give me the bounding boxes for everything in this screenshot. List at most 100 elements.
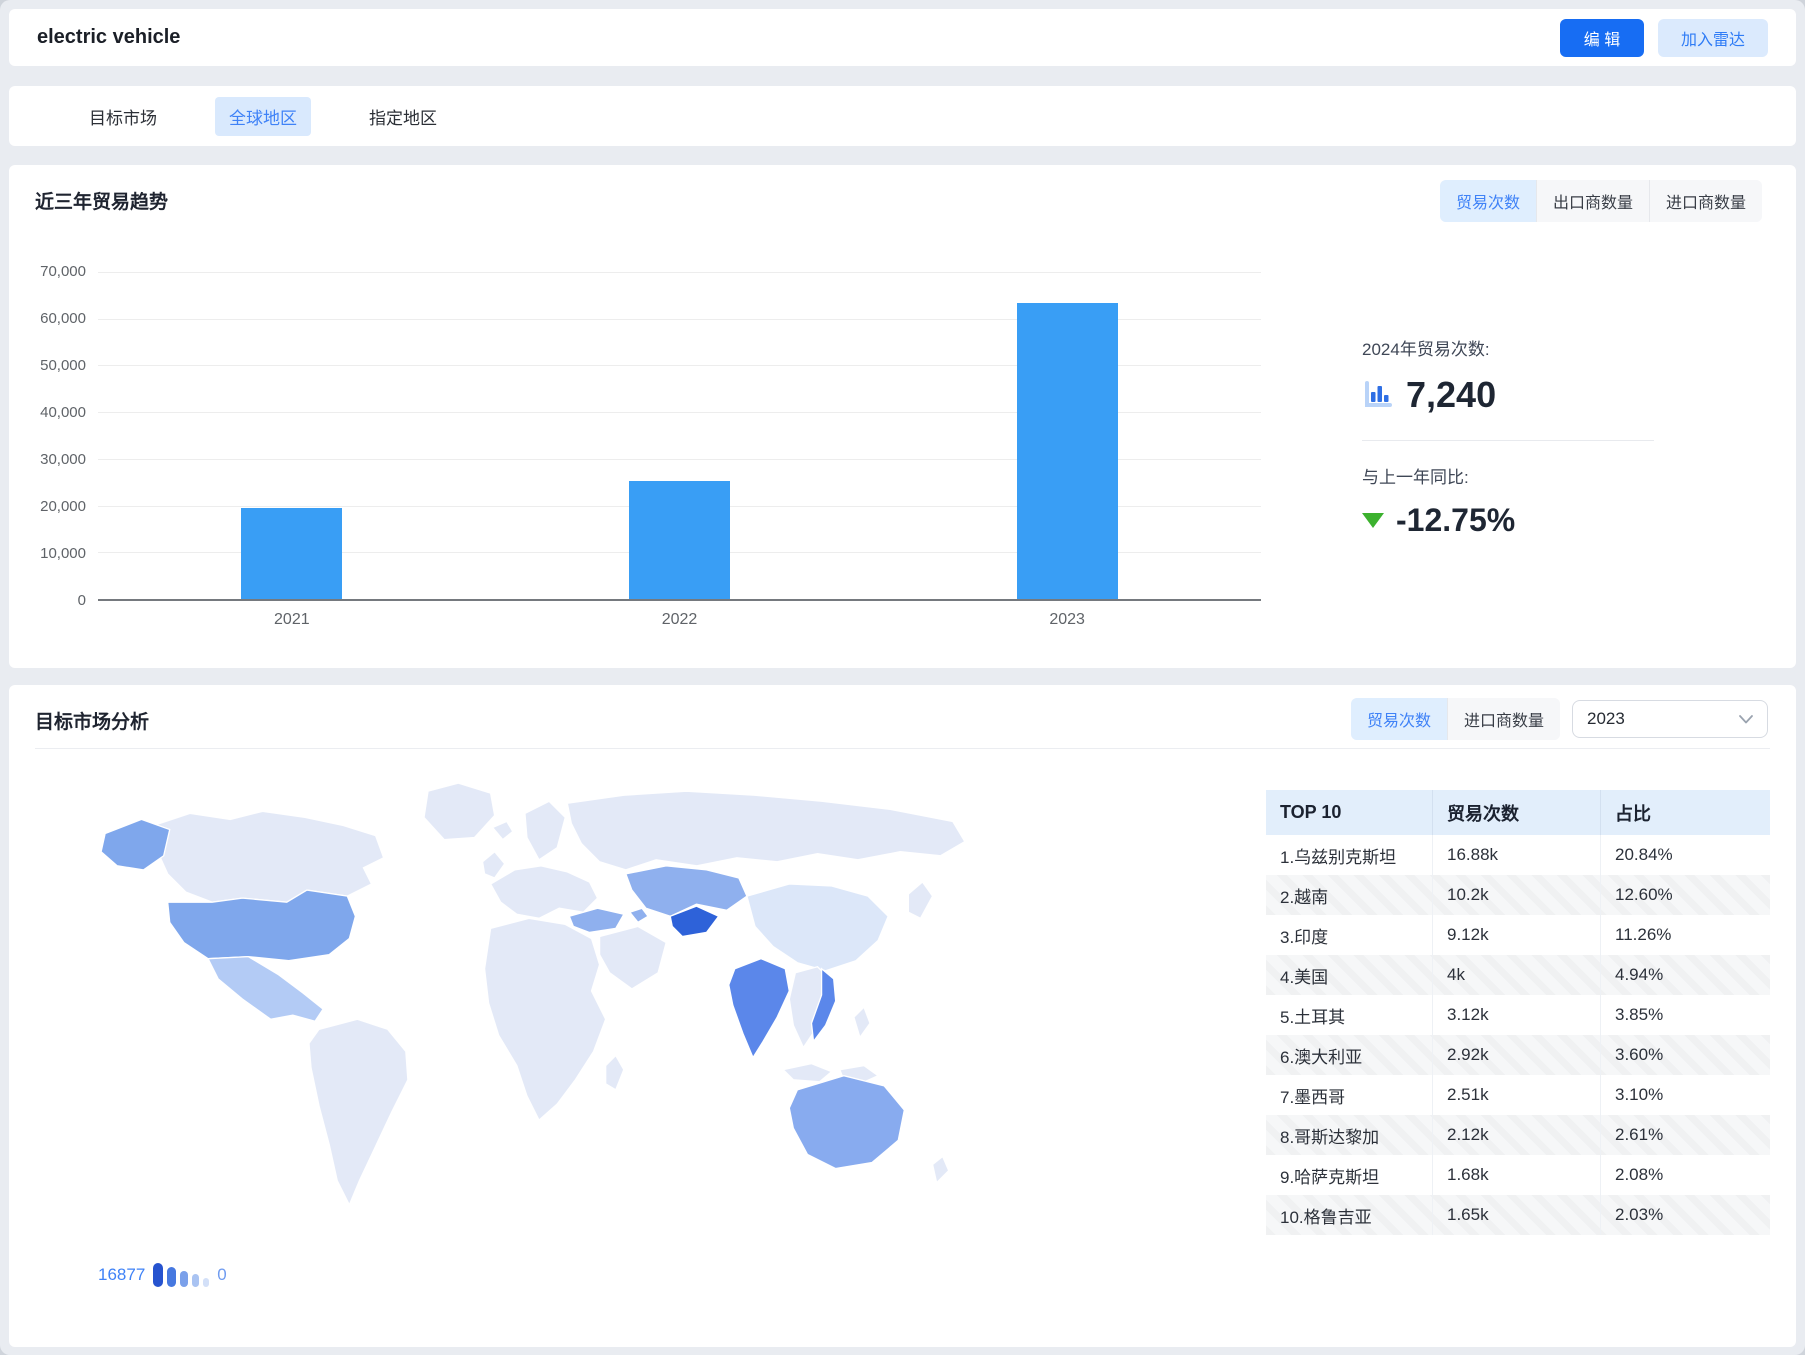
table-cell: 2.61% <box>1600 1115 1770 1155</box>
map-region-iceland[interactable] <box>491 820 514 841</box>
map-region-russia[interactable] <box>566 790 966 871</box>
yoy-label: 与上一年同比: <box>1362 468 1469 487</box>
header-bar: electric vehicle 编 辑 加入雷达 <box>9 9 1796 66</box>
market-metric-toggle: 贸易次数 进口商数量 <box>1350 698 1560 740</box>
map-region-australia[interactable] <box>788 1075 906 1170</box>
map-region-scandinavia[interactable] <box>524 800 567 861</box>
map-region-vietnam[interactable] <box>810 967 837 1044</box>
legend-min-value: 0 <box>217 1265 227 1284</box>
down-triangle-icon <box>1362 513 1384 528</box>
map-region-africa[interactable] <box>483 917 607 1122</box>
map-region-uzbekistan[interactable] <box>669 905 720 938</box>
table-row[interactable]: 3.印度 9.12k 11.26% <box>1266 915 1770 955</box>
table-cell: 4k <box>1432 955 1600 995</box>
top10-table: TOP 10 贸易次数 占比 1.乌兹别克斯坦 16.88k 20.84% 2.越南 10.2… <box>1266 790 1770 1235</box>
add-to-radar-button[interactable]: 加入雷达 <box>1658 18 1768 57</box>
map-region-madagascar[interactable] <box>604 1054 625 1091</box>
legend-bar <box>192 1274 200 1287</box>
bar-chart-plot[interactable] <box>98 272 1261 601</box>
tab-2[interactable]: 指定地区 <box>369 108 437 128</box>
map-region-canada[interactable] <box>152 810 385 903</box>
legend-bar <box>180 1271 189 1287</box>
map-region-georgia[interactable] <box>628 907 649 924</box>
table-row[interactable]: 1.乌兹别克斯坦 16.88k 20.84% <box>1266 835 1770 875</box>
table-header-cell: TOP 10 <box>1280 802 1342 822</box>
trend-toggle-1[interactable]: 出口商数量 <box>1535 180 1649 222</box>
table-cell: 8.哥斯达黎加 <box>1280 1127 1380 1147</box>
chart-y-axis: 70,000 60,000 50,000 40,000 30,000 20,000 10,0… <box>9 263 86 609</box>
table-cell: 2.92k <box>1432 1035 1600 1075</box>
gridline <box>98 458 1261 460</box>
table-row[interactable]: 8.哥斯达黎加 2.12k 2.61% <box>1266 1115 1770 1155</box>
map-region-alaska[interactable] <box>100 818 171 871</box>
page-title: electric vehicle <box>37 26 181 48</box>
world-map[interactable] <box>89 773 979 1218</box>
x-tick-label: 2022 <box>661 611 698 628</box>
legend-bar <box>153 1263 164 1287</box>
table-cell: 4.美国 <box>1280 967 1329 987</box>
map-region-south-america[interactable] <box>308 1018 409 1207</box>
bar-2023[interactable] <box>1016 302 1118 599</box>
trend-metric-toggle: 贸易次数 出口商数量 进口商数量 <box>1439 180 1762 222</box>
table-cell: 1.68k <box>1432 1155 1600 1195</box>
table-row[interactable]: 9.哈萨克斯坦 1.68k 2.08% <box>1266 1155 1770 1195</box>
table-row[interactable]: 5.土耳其 3.12k 3.85% <box>1266 995 1770 1035</box>
table-cell: 2.51k <box>1432 1075 1600 1115</box>
table-row[interactable]: 4.美国 4k 4.94% <box>1266 955 1770 995</box>
bar-2021[interactable] <box>241 507 343 599</box>
table-cell: 20.84% <box>1600 835 1770 875</box>
map-region-uk[interactable] <box>481 850 506 879</box>
table-row[interactable]: 10.格鲁吉亚 1.65k 2.03% <box>1266 1195 1770 1235</box>
tab-bar: 目标市场 全球地区 指定地区 <box>9 86 1796 146</box>
legend-gradient-bars <box>153 1263 210 1287</box>
market-toggle-1[interactable]: 进口商数量 <box>1446 698 1560 740</box>
y-tick-label: 70,000 <box>40 263 86 280</box>
gridline <box>98 318 1261 320</box>
tab-1[interactable]: 全球地区 <box>215 96 311 136</box>
map-region-greenland[interactable] <box>423 782 496 841</box>
legend-bar <box>167 1267 177 1287</box>
table-row[interactable]: 2.越南 10.2k 12.60% <box>1266 875 1770 915</box>
header-buttons: 编 辑 加入雷达 <box>1560 18 1768 57</box>
gridline <box>98 365 1261 367</box>
bar-2022[interactable] <box>629 481 730 599</box>
y-tick-label: 50,000 <box>40 357 86 374</box>
map-region-middle-east[interactable] <box>598 925 667 990</box>
gridline <box>98 272 1261 273</box>
trade-count-value: 7,240 <box>1406 374 1497 415</box>
table-header-cell: 占比 <box>1600 790 1770 835</box>
stats-year-label: 2024年贸易次数: <box>1362 340 1490 359</box>
market-toggle-0[interactable]: 贸易次数 <box>1350 698 1447 740</box>
trend-toggle-0[interactable]: 贸易次数 <box>1439 180 1536 222</box>
trend-toggle-2[interactable]: 进口商数量 <box>1648 180 1762 222</box>
map-region-china[interactable] <box>746 883 889 972</box>
year-dropdown[interactable]: 2023 <box>1572 700 1768 738</box>
section-divider <box>35 748 1770 749</box>
table-row[interactable]: 7.墨西哥 2.51k 3.10% <box>1266 1075 1770 1115</box>
map-region-europe[interactable] <box>489 865 599 919</box>
edit-button[interactable]: 编 辑 <box>1560 18 1644 57</box>
table-cell: 5.土耳其 <box>1280 1007 1346 1027</box>
bar-chart-icon <box>1365 381 1392 407</box>
map-region-turkey[interactable] <box>568 907 625 934</box>
map-region-indonesia-west[interactable] <box>781 1062 833 1083</box>
table-cell: 3.10% <box>1600 1075 1770 1115</box>
map-region-new-zealand[interactable] <box>931 1155 950 1184</box>
tab-0[interactable]: 目标市场 <box>89 108 157 128</box>
trade-stats-panel: 2024年贸易次数: 7,240 与上一年同比: -12.75% <box>1362 335 1662 539</box>
map-region-india[interactable] <box>728 957 790 1059</box>
yoy-value: -12.75% <box>1396 502 1516 538</box>
map-region-mexico[interactable] <box>207 955 324 1022</box>
map-region-usa[interactable] <box>166 889 357 962</box>
chevron-down-icon <box>1739 714 1753 723</box>
map-region-japan[interactable] <box>907 881 934 920</box>
x-tick-label: 2023 <box>1049 611 1085 628</box>
y-tick-label: 60,000 <box>40 310 86 327</box>
x-tick-label: 2021 <box>274 611 310 628</box>
map-region-kazakhstan[interactable] <box>624 865 748 917</box>
map-legend: 16877 0 <box>98 1263 227 1287</box>
y-tick-label: 40,000 <box>40 404 86 421</box>
map-region-philippines[interactable] <box>853 1005 871 1039</box>
table-row[interactable]: 6.澳大利亚 2.92k 3.60% <box>1266 1035 1770 1075</box>
